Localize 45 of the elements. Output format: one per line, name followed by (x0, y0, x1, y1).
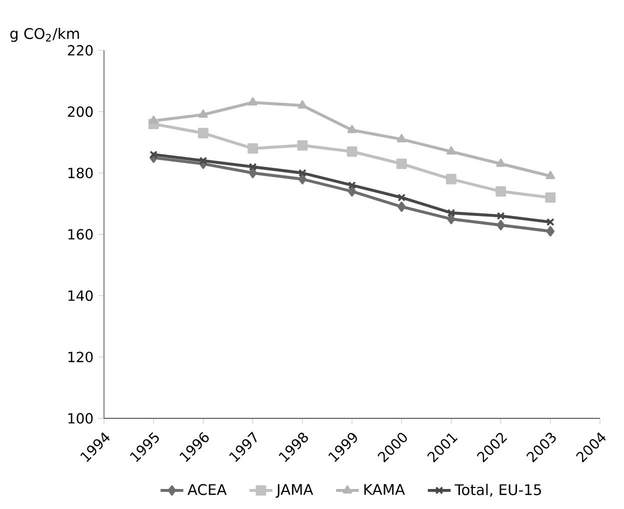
point (496, 158, 506, 167)
y-tick-label: 220 (68, 45, 93, 56)
legend-label: JAMA (276, 484, 314, 498)
point (348, 186, 356, 197)
point (298, 100, 308, 109)
point (298, 174, 307, 184)
point (347, 124, 357, 134)
point (496, 220, 505, 230)
legend-label: KAMA (364, 484, 405, 495)
legend-label: Total, EU-15 (454, 484, 541, 497)
point (446, 174, 456, 184)
point (398, 194, 406, 202)
point (348, 181, 356, 190)
legend-label: ACEA (188, 484, 227, 496)
point (545, 192, 556, 203)
y-tick-label: 160 (68, 229, 93, 240)
y-tick-label: 200 (68, 106, 93, 117)
point (496, 212, 505, 220)
point (546, 226, 555, 236)
point (248, 162, 257, 171)
point (397, 202, 406, 212)
point (447, 208, 456, 217)
point (248, 143, 258, 154)
point (447, 214, 456, 224)
point (198, 128, 208, 138)
point (346, 146, 358, 157)
point (396, 134, 406, 142)
y-axis-title: g CO$_{2}$/km (10, 28, 79, 42)
point (298, 169, 306, 177)
point (496, 186, 506, 197)
point (546, 170, 556, 180)
point (248, 168, 257, 178)
point (446, 146, 456, 155)
point (150, 150, 158, 159)
point (297, 140, 308, 151)
point (198, 110, 208, 118)
y-tick-label: 100 (68, 413, 93, 424)
point (148, 116, 158, 124)
point (396, 158, 407, 169)
y-tick-label: 140 (68, 290, 93, 301)
point (199, 156, 208, 165)
point (546, 218, 554, 226)
y-tick-label: 180 (68, 168, 93, 178)
y-tick-label: 120 (68, 352, 93, 362)
point (248, 97, 258, 106)
